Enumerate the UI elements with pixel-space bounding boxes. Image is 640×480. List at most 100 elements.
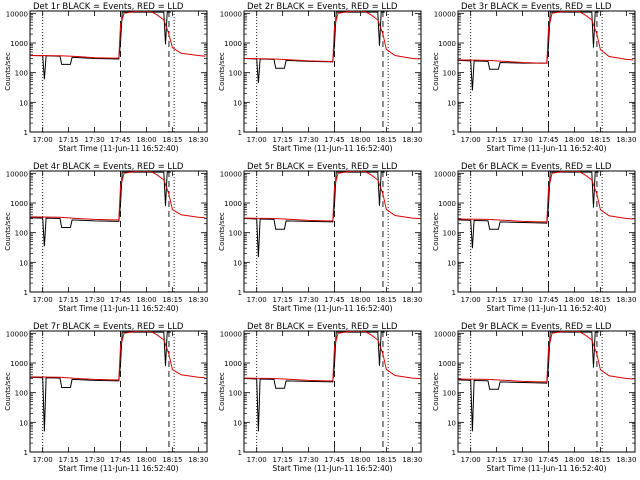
y-tick-label: 1000 (10, 40, 28, 48)
x-tick-label: 18:15 (162, 296, 182, 304)
x-tick-label: 18:15 (590, 136, 610, 144)
x-tick-label: 18:15 (376, 296, 396, 304)
x-axis-label: Start Time (11-Jun-11 16:52:40) (273, 144, 393, 153)
y-tick-label: 1000 (224, 360, 242, 368)
y-axis-label: Counts/sec (4, 212, 12, 251)
plot-frame (243, 10, 422, 133)
x-tick-label: 17:45 (324, 136, 344, 144)
x-tick-label: 18:30 (402, 136, 422, 144)
y-tick-label: 100 (443, 390, 456, 398)
x-axis-label: Start Time (11-Jun-11 16:52:40) (273, 464, 393, 473)
x-tick-label: 18:15 (376, 456, 396, 464)
x-tick-label: 18:15 (162, 136, 182, 144)
x-tick-label: 17:00 (461, 136, 481, 144)
x-tick-label: 18:00 (136, 456, 156, 464)
x-tick-label: 17:45 (324, 296, 344, 304)
panel-title: Det 6r BLACK = Events, RED = LLD (461, 162, 612, 172)
x-tick-label: 17:30 (84, 456, 104, 464)
plot-frame (29, 170, 208, 293)
detector-panel: Det 3r BLACK = Events, RED = LLD 1 10 100 10… (432, 2, 636, 153)
panel-title: Det 8r BLACK = Events, RED = LLD (247, 322, 398, 332)
y-axis-label: Counts/sec (4, 372, 12, 411)
y-tick-label: 10 (233, 419, 242, 427)
y-axis-label: Counts/sec (218, 212, 226, 251)
series-line-lld (30, 11, 206, 59)
detector-panel: Det 6r BLACK = Events, RED = LLD 1 10 100 10… (432, 162, 636, 313)
y-tick-label: 1 (238, 449, 242, 457)
x-tick-label: 17:15 (487, 136, 507, 144)
y-tick-label: 1000 (224, 200, 242, 208)
x-axis-label: Start Time (11-Jun-11 16:52:40) (487, 144, 607, 153)
x-tick-label: 17:30 (512, 296, 532, 304)
series-line-lld (458, 171, 634, 223)
x-tick-label: 18:30 (188, 136, 208, 144)
plot-frame (29, 330, 208, 453)
y-tick-label: 100 (15, 390, 28, 398)
y-tick-label: 1 (238, 289, 242, 297)
y-tick-label: 10 (19, 419, 28, 427)
x-tick-label: 17:00 (33, 136, 53, 144)
y-tick-label: 100 (15, 70, 28, 78)
series-line-events (244, 171, 385, 258)
x-tick-label: 18:30 (616, 296, 636, 304)
detector-panel: Det 1r BLACK = Events, RED = LLD 1 10 100 10… (4, 2, 208, 153)
x-tick-label: 17:30 (512, 456, 532, 464)
panel-title: Det 1r BLACK = Events, RED = LLD (33, 2, 184, 12)
panel-title: Det 2r BLACK = Events, RED = LLD (247, 2, 398, 12)
y-tick-label: 10000 (220, 10, 242, 18)
x-tick-label: 17:00 (33, 296, 53, 304)
x-tick-label: 17:45 (110, 296, 130, 304)
x-tick-label: 17:30 (84, 296, 104, 304)
x-tick-label: 18:15 (162, 456, 182, 464)
x-tick-label: 18:15 (376, 136, 396, 144)
x-tick-label: 18:00 (136, 296, 156, 304)
detector-panel: Det 8r BLACK = Events, RED = LLD 1 10 100 10… (218, 322, 422, 473)
x-tick-label: 18:30 (616, 456, 636, 464)
plot-frame (457, 170, 636, 293)
y-tick-label: 10000 (6, 330, 28, 338)
series-line-lld (458, 331, 634, 383)
plot-frame (243, 170, 422, 293)
y-tick-label: 1 (452, 449, 456, 457)
y-tick-label: 10000 (220, 330, 242, 338)
y-tick-label: 10000 (434, 170, 456, 178)
x-tick-label: 17:45 (110, 136, 130, 144)
y-axis-label: Counts/sec (432, 372, 440, 411)
x-tick-label: 17:15 (59, 296, 79, 304)
y-tick-label: 10 (19, 99, 28, 107)
x-tick-label: 17:45 (538, 296, 558, 304)
y-axis-label: Counts/sec (218, 52, 226, 91)
y-tick-label: 10000 (220, 170, 242, 178)
x-tick-label: 17:45 (324, 456, 344, 464)
x-tick-label: 17:30 (84, 136, 104, 144)
series-line-lld (244, 331, 420, 382)
y-tick-label: 10 (19, 259, 28, 267)
x-tick-label: 17:15 (273, 296, 293, 304)
y-tick-label: 100 (229, 70, 242, 78)
y-tick-label: 100 (443, 230, 456, 238)
y-tick-label: 1000 (10, 200, 28, 208)
x-tick-label: 18:00 (136, 136, 156, 144)
panel-title: Det 9r BLACK = Events, RED = LLD (461, 322, 612, 332)
x-axis-label: Start Time (11-Jun-11 16:52:40) (59, 464, 179, 473)
series-line-lld (30, 331, 206, 381)
plot-frame (29, 10, 208, 133)
series-line-events (244, 11, 385, 84)
y-tick-label: 1000 (438, 360, 456, 368)
y-tick-label: 10000 (434, 330, 456, 338)
series-line-lld (458, 11, 634, 64)
series-line-events (244, 331, 385, 432)
panel-title: Det 3r BLACK = Events, RED = LLD (461, 2, 612, 12)
y-tick-label: 1 (24, 289, 28, 297)
x-tick-label: 17:00 (33, 456, 53, 464)
detector-panel: Det 7r BLACK = Events, RED = LLD 1 10 100 10… (4, 322, 208, 473)
x-tick-label: 18:30 (616, 136, 636, 144)
x-tick-label: 18:00 (564, 296, 584, 304)
x-tick-label: 17:00 (461, 456, 481, 464)
x-axis-label: Start Time (11-Jun-11 16:52:40) (273, 304, 393, 313)
x-tick-label: 17:15 (487, 456, 507, 464)
y-tick-label: 1 (452, 129, 456, 137)
panel-title: Det 7r BLACK = Events, RED = LLD (33, 322, 184, 332)
x-tick-label: 18:00 (350, 456, 370, 464)
